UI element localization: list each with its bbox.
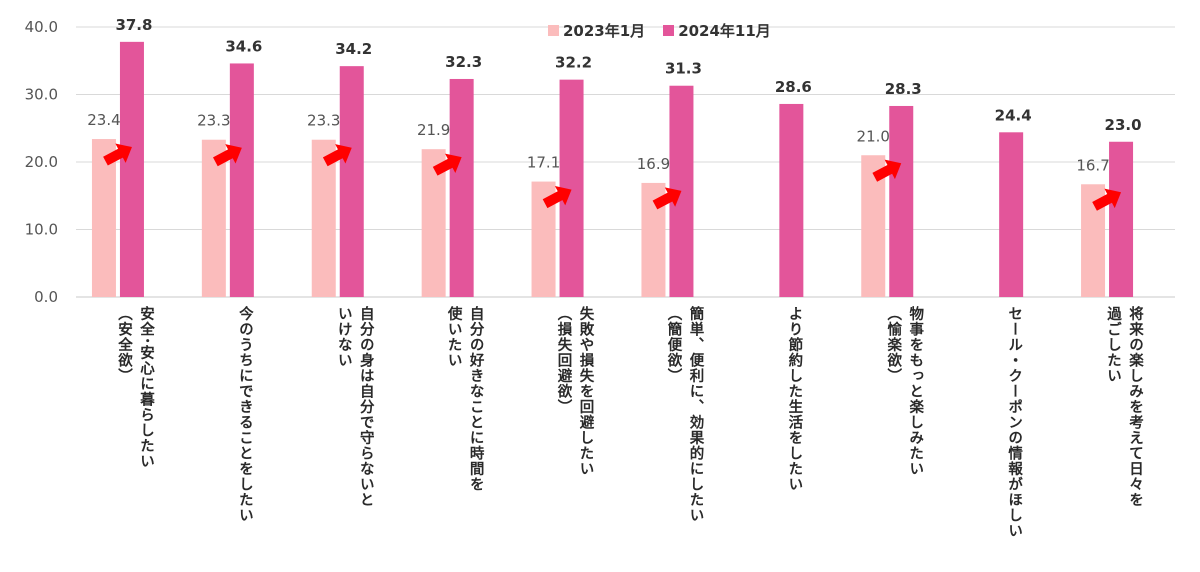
data-label-2023: 16.9 xyxy=(637,155,670,173)
category-label-line: より節約した生活をしたい xyxy=(786,306,803,492)
increase-arrow-icon xyxy=(432,153,462,176)
category-label: 安全･安心に暮らしたい （安全欲） xyxy=(113,306,157,568)
increase-arrow-icon xyxy=(322,144,352,167)
legend-label-2023: 2023年1月 xyxy=(563,22,646,40)
category-label-line: 自分の好きなことに時間を xyxy=(467,306,484,492)
data-label-2024: 24.4 xyxy=(995,106,1032,124)
increase-arrow-icon xyxy=(652,187,682,210)
y-tick-label: 10.0 xyxy=(25,221,58,239)
increase-arrow-icon xyxy=(542,185,572,209)
legend: 2023年1月 2024年11月 xyxy=(548,20,771,41)
data-label-2024: 31.3 xyxy=(665,60,702,78)
category-label-line: セール・クーポンの情報がほしい xyxy=(1006,306,1023,539)
increase-arrow-shape xyxy=(213,144,242,167)
category-label-sub: （安全欲） xyxy=(115,306,132,384)
category-label-line: 失敗や損失を回避したい xyxy=(577,306,594,477)
category-label: 将来の楽しみを考えて日々を 過ごしたい xyxy=(1102,306,1146,568)
increase-arrow-icon xyxy=(213,144,242,167)
data-label-2023: 23.4 xyxy=(87,111,120,129)
data-label-2024: 28.3 xyxy=(885,80,922,98)
category-label-line: 簡単、便利に、効果的にしたい xyxy=(687,306,704,523)
legend-item-2024: 2024年11月 xyxy=(663,20,771,41)
y-tick-label: 0.0 xyxy=(34,288,58,306)
category-label-line: 使いたい xyxy=(445,306,462,368)
increase-arrow-icon xyxy=(872,159,902,182)
bar-2023 xyxy=(201,139,226,297)
bar-2024 xyxy=(889,105,914,297)
bar-2024 xyxy=(779,103,804,297)
increase-arrow-shape xyxy=(103,143,132,166)
bar-2023 xyxy=(311,139,336,297)
legend-label-2024: 2024年11月 xyxy=(678,22,771,40)
data-label-2023: 21.0 xyxy=(857,127,890,145)
y-tick-label: 20.0 xyxy=(25,153,58,171)
y-tick-label: 30.0 xyxy=(25,86,58,104)
legend-item-2023: 2023年1月 xyxy=(548,20,645,41)
category-label: 物事をもっと楽しみたい （愉楽欲） xyxy=(882,306,926,568)
category-label-sub: （簡便欲） xyxy=(665,306,682,384)
data-label-2023: 23.3 xyxy=(307,112,340,130)
category-label-line: 過ごしたい xyxy=(1105,306,1122,384)
category-label-line: 物事をもっと楽しみたい xyxy=(907,306,924,477)
data-label-2024: 28.6 xyxy=(775,78,812,96)
data-label-2024: 32.2 xyxy=(555,54,592,72)
bar-2024 xyxy=(999,132,1024,297)
category-label: 簡単、便利に、効果的にしたい （簡便欲） xyxy=(662,306,706,568)
category-label-line: 将来の楽しみを考えて日々を xyxy=(1127,306,1144,508)
bar-2024 xyxy=(339,66,364,298)
increase-arrow-shape xyxy=(652,187,682,210)
bar-2023 xyxy=(91,139,116,297)
data-label-2023: 16.7 xyxy=(1076,156,1109,174)
category-label: 自分の好きなことに時間を 使いたい xyxy=(443,306,487,568)
bar-2024 xyxy=(119,41,144,297)
increase-arrow-shape xyxy=(1092,188,1122,211)
category-label-sub: （愉楽欲） xyxy=(885,306,902,384)
data-label-2023: 23.3 xyxy=(197,112,230,130)
category-label: 自分の身は自分で守らないと いけない xyxy=(333,306,377,568)
category-label: セール・クーポンの情報がほしい xyxy=(1003,306,1025,568)
bar-2024 xyxy=(229,63,254,298)
category-label: 今のうちにできることをしたい xyxy=(234,306,256,568)
increase-arrow-shape xyxy=(322,144,352,167)
category-label-line: 自分の身は自分で守らないと xyxy=(357,306,374,508)
data-label-2024: 32.3 xyxy=(445,53,482,71)
data-label-2024: 34.2 xyxy=(335,40,372,58)
increase-arrow-icon xyxy=(1092,188,1122,211)
data-label-2023: 17.1 xyxy=(527,154,560,172)
category-label-line: 安全･安心に暮らしたい xyxy=(137,306,154,470)
category-label-line: いけない xyxy=(335,306,352,368)
y-tick-label: 40.0 xyxy=(25,18,58,36)
bar-2024 xyxy=(449,78,474,297)
category-label: 失敗や損失を回避したい （損失回避欲） xyxy=(553,306,597,568)
increase-arrow-icon xyxy=(103,143,132,166)
data-label-2024: 23.0 xyxy=(1105,116,1142,134)
data-label-2024: 34.6 xyxy=(225,37,262,55)
bar-2024 xyxy=(1109,141,1134,297)
category-label-line: 今のうちにできることをしたい xyxy=(236,306,253,523)
bar-2023 xyxy=(421,149,446,297)
increase-arrow-shape xyxy=(872,159,902,182)
category-label-sub: （損失回避欲） xyxy=(555,306,572,415)
increase-arrow-shape xyxy=(542,185,572,209)
increase-arrow-shape xyxy=(432,153,462,176)
data-label-2023: 21.9 xyxy=(417,121,450,139)
category-label: より節約した生活をしたい xyxy=(783,306,805,568)
legend-swatch-2024 xyxy=(663,25,675,36)
data-label-2024: 37.8 xyxy=(115,16,152,34)
legend-swatch-2023 xyxy=(548,25,559,36)
